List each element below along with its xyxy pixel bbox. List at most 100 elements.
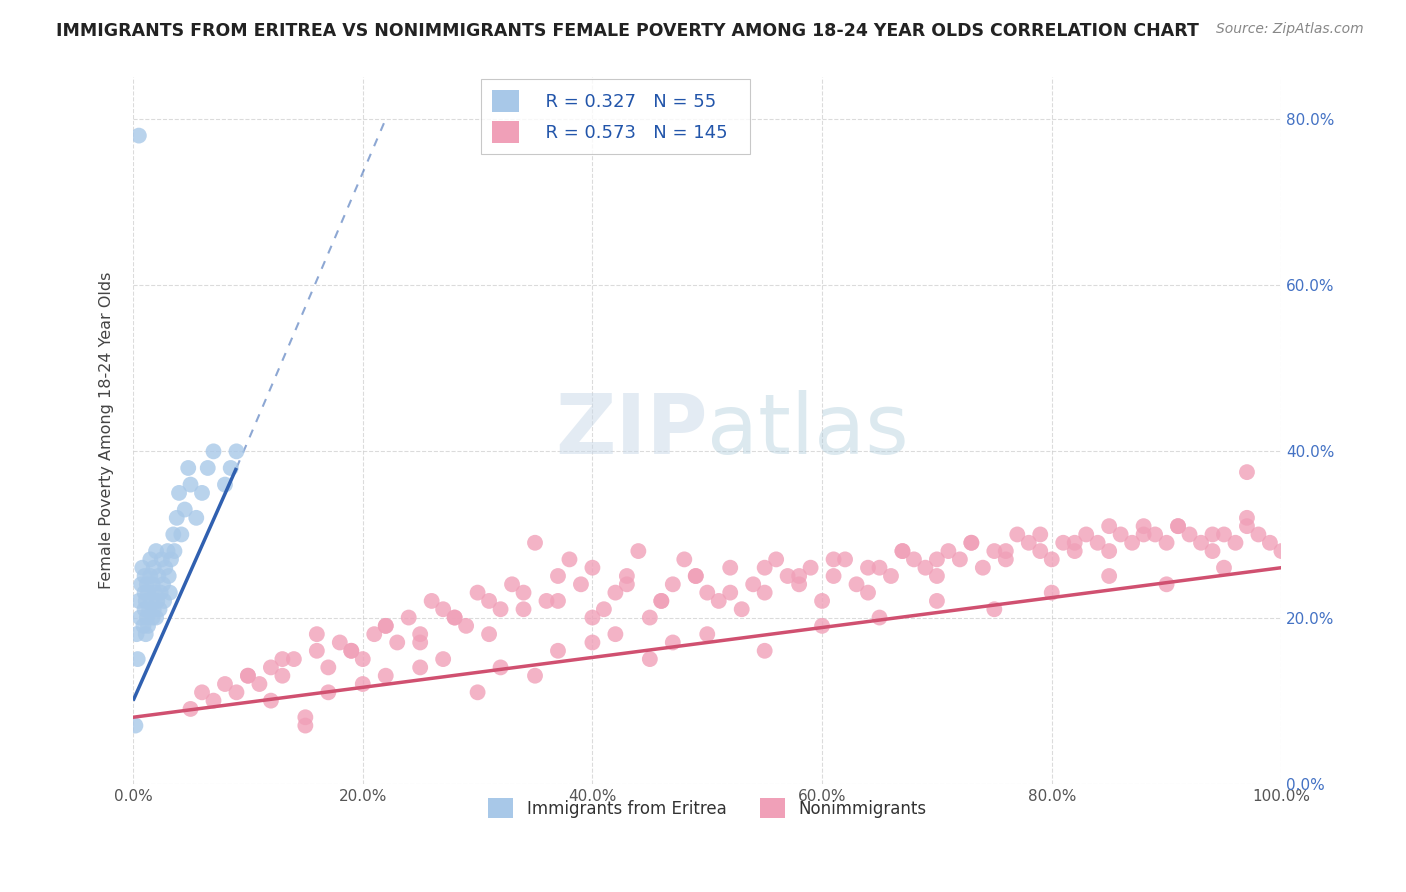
Point [787, 577, 810, 591]
Point [1213, 527, 1236, 541]
Point [823, 552, 845, 566]
Point [432, 602, 454, 616]
Point [149, 585, 172, 599]
Point [800, 560, 823, 574]
Point [869, 560, 891, 574]
Point [129, 610, 152, 624]
Point [142, 602, 165, 616]
Point [249, 677, 271, 691]
Y-axis label: Female Poverty Among 18-24 Year Olds: Female Poverty Among 18-24 Year Olds [100, 272, 114, 590]
Point [1167, 519, 1189, 533]
Point [811, 619, 834, 633]
Point [129, 577, 152, 591]
Point [662, 635, 685, 649]
Point [1258, 535, 1281, 549]
Point [374, 619, 396, 633]
Point [132, 619, 155, 633]
Point [1213, 560, 1236, 574]
Point [673, 552, 696, 566]
Point [1167, 519, 1189, 533]
Point [638, 610, 661, 624]
Point [136, 585, 159, 599]
Point [914, 560, 936, 574]
Point [177, 461, 200, 475]
Point [478, 594, 501, 608]
Point [1236, 465, 1258, 479]
Point [569, 577, 592, 591]
Point [1040, 585, 1063, 599]
Point [409, 660, 432, 674]
Point [754, 585, 776, 599]
Point [1098, 519, 1121, 533]
Point [145, 610, 167, 624]
Point [1018, 535, 1040, 549]
Point [236, 669, 259, 683]
Point [765, 552, 787, 566]
Point [547, 644, 569, 658]
Point [845, 577, 868, 591]
Point [1144, 527, 1167, 541]
Text: ZIP: ZIP [555, 390, 707, 471]
Point [1063, 544, 1085, 558]
Point [662, 577, 685, 591]
Point [718, 585, 741, 599]
Point [167, 486, 190, 500]
Point [489, 602, 512, 616]
Point [616, 577, 638, 591]
Point [142, 610, 165, 624]
Point [1109, 527, 1132, 541]
Point [219, 461, 242, 475]
Point [135, 610, 157, 624]
Point [1007, 527, 1029, 541]
Point [142, 560, 165, 574]
Point [1098, 569, 1121, 583]
Point [1247, 527, 1270, 541]
Point [627, 544, 650, 558]
Point [128, 594, 150, 608]
Point [142, 577, 165, 591]
Point [547, 594, 569, 608]
Point [593, 602, 616, 616]
Point [1063, 535, 1085, 549]
Point [135, 627, 157, 641]
Point [512, 585, 534, 599]
Text: Source: ZipAtlas.com: Source: ZipAtlas.com [1216, 22, 1364, 37]
Point [994, 544, 1017, 558]
Point [467, 685, 489, 699]
Point [202, 693, 225, 707]
Point [696, 585, 718, 599]
Point [558, 552, 581, 566]
Point [214, 677, 236, 691]
Point [707, 594, 730, 608]
Point [650, 594, 672, 608]
Point [1201, 527, 1223, 541]
Point [1121, 535, 1143, 549]
Point [214, 477, 236, 491]
Point [1029, 544, 1052, 558]
Point [124, 718, 146, 732]
Point [994, 552, 1017, 566]
Point [141, 594, 163, 608]
Point [880, 569, 903, 583]
Point [456, 619, 478, 633]
Point [163, 544, 186, 558]
Point [925, 552, 948, 566]
Point [581, 635, 603, 649]
Point [143, 585, 166, 599]
Point [180, 702, 202, 716]
Point [685, 569, 707, 583]
Point [225, 444, 247, 458]
Point [581, 560, 603, 574]
Point [135, 594, 157, 608]
Point [650, 594, 672, 608]
Point [1236, 519, 1258, 533]
Point [432, 652, 454, 666]
Point [524, 669, 547, 683]
Point [834, 552, 856, 566]
Point [170, 527, 193, 541]
Point [374, 669, 396, 683]
Point [1236, 511, 1258, 525]
Point [983, 544, 1005, 558]
Point [148, 569, 170, 583]
Point [856, 585, 879, 599]
